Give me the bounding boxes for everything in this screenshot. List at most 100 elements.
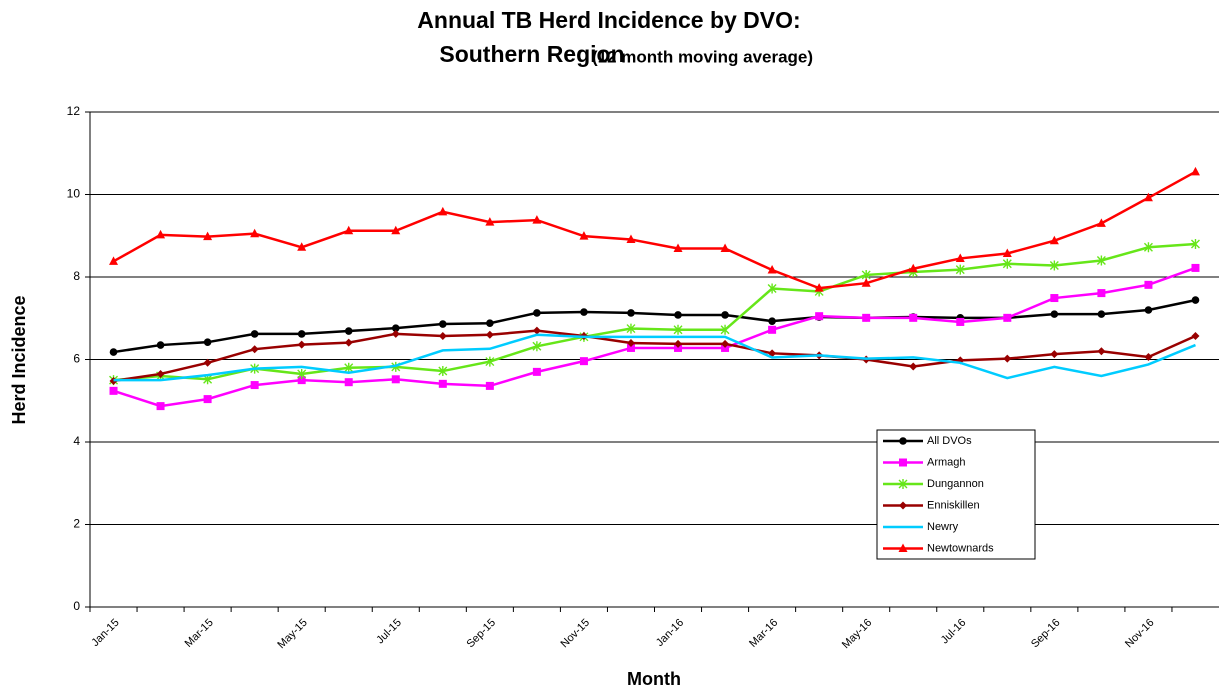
marker [1050,350,1059,359]
marker [203,395,212,404]
marker [899,501,907,510]
marker [1050,310,1059,318]
x-tick-label: Sep-15 [464,617,498,651]
marker [673,324,683,335]
marker [1190,166,1200,176]
marker [861,278,871,287]
marker [1002,258,1012,269]
marker [485,217,495,226]
marker [391,324,400,332]
marker [344,327,353,335]
marker [767,283,777,294]
marker [1003,313,1012,322]
marker [626,323,636,334]
x-tick-label: Jul-15 [374,617,404,647]
marker [344,225,354,235]
chart-title: Annual TB Herd Incidence by DVO: [417,7,800,33]
x-tick-label: May-15 [275,617,309,651]
marker [391,225,401,235]
marker [1002,248,1012,257]
marker [1143,242,1153,253]
marker [673,243,683,253]
legend-label: Enniskillen [927,499,980,511]
marker [1191,263,1200,272]
y-tick-label: 4 [73,434,80,448]
marker [814,283,824,292]
marker [862,313,871,322]
marker [485,356,495,367]
marker [391,329,400,338]
marker [899,437,907,445]
marker [156,402,165,411]
marker [626,234,636,243]
marker [1143,192,1153,202]
marker [721,339,730,348]
x-tick-label: Mar-15 [183,617,216,650]
marker [1190,239,1200,249]
y-tick-label: 0 [73,599,80,613]
y-tick-label: 2 [73,517,80,531]
marker [297,376,306,385]
marker [1097,310,1106,318]
marker [1144,353,1153,362]
x-tick-label: Jan-15 [89,617,121,649]
marker [1096,255,1106,266]
marker [909,362,918,371]
y-tick-label: 10 [67,187,81,201]
marker [898,479,908,489]
marker [1049,260,1059,271]
chart-title: Southern Region [439,41,624,67]
y-axis-label: Herd Incidence [9,295,29,424]
legend-box [876,429,1036,560]
marker [344,338,353,347]
marker [721,311,729,319]
marker [438,379,447,388]
x-axis-label: Month [627,669,681,689]
marker [203,338,212,346]
marker [720,243,730,253]
marker [1097,347,1106,356]
series-line [112,170,1197,290]
marker [109,386,118,395]
marker [908,263,918,273]
marker [909,313,918,322]
marker [1144,306,1153,314]
marker [579,357,588,366]
marker [156,341,165,349]
x-tick-label: Nov-16 [1123,617,1157,651]
marker [1003,354,1012,363]
marker [674,311,682,319]
series-line [113,333,1196,382]
marker [1144,280,1153,289]
marker [109,348,118,356]
x-tick-label: Nov-15 [559,617,593,651]
series-line [113,298,1196,354]
series-line [113,266,1196,408]
marker [391,375,400,384]
y-tick-label: 6 [73,352,80,366]
marker [1050,294,1059,303]
marker [767,264,777,274]
marker [203,358,212,367]
legend-label: Armagh [927,456,966,468]
series-line [113,242,1196,382]
legend-label: Dungannon [927,478,984,490]
marker [955,264,965,275]
marker [768,317,776,325]
marker [580,308,588,316]
legend-label: Newtownards [927,542,994,554]
chart-subtitle: (12 month moving average) [592,47,813,66]
marker [485,381,494,390]
marker [626,343,635,352]
x-tick-label: May-16 [840,617,874,651]
marker [532,367,541,376]
marker [297,330,306,338]
marker [768,325,777,334]
marker [156,369,165,378]
marker [485,330,494,339]
marker [486,319,494,328]
marker [533,309,541,317]
legend-label: All DVOs [927,435,972,447]
marker [627,309,635,317]
marker [297,368,307,379]
